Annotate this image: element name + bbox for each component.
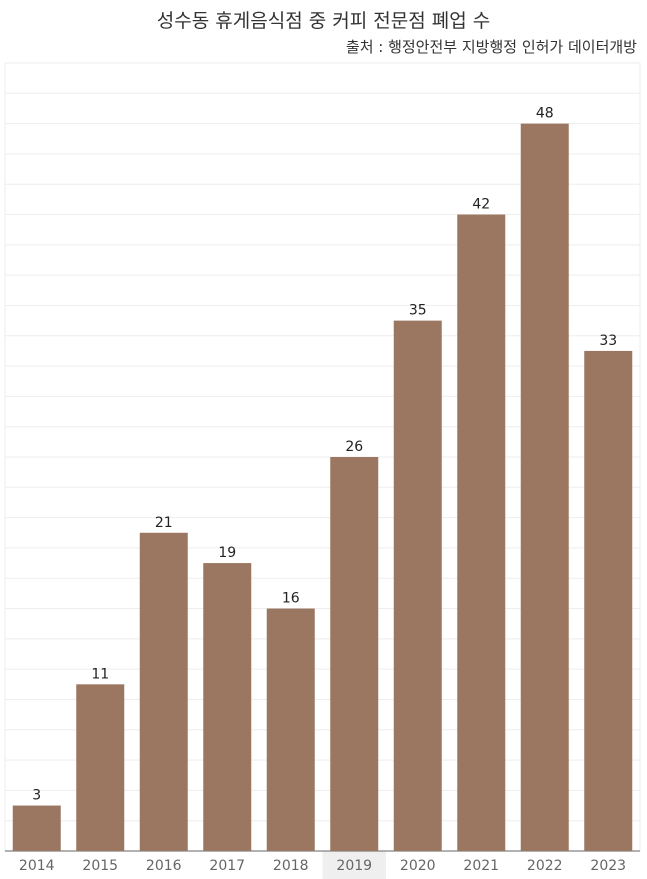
bar-2022 bbox=[520, 123, 569, 852]
data-label-2023: 33 bbox=[599, 333, 617, 349]
bar-2016 bbox=[139, 532, 188, 851]
bar-2017 bbox=[203, 563, 252, 851]
bar-2015 bbox=[76, 684, 125, 851]
bar-2018 bbox=[266, 608, 315, 851]
data-label-2015: 11 bbox=[91, 666, 109, 682]
data-label-2019: 26 bbox=[345, 439, 363, 455]
x-tick-label-2023: 2023 bbox=[590, 858, 626, 874]
x-tick-label-2014: 2014 bbox=[19, 858, 55, 874]
x-tick-label-2015: 2015 bbox=[82, 858, 118, 874]
data-label-2014: 3 bbox=[32, 788, 41, 804]
bar-2020 bbox=[393, 320, 442, 852]
data-label-2020: 35 bbox=[409, 303, 427, 319]
chart-source: 출처 : 행정안전부 지방행정 인허가 데이터개방 bbox=[345, 38, 637, 56]
bar-2023 bbox=[584, 350, 633, 851]
data-label-2021: 42 bbox=[472, 197, 490, 213]
x-tick-label-2021: 2021 bbox=[463, 858, 499, 874]
bar-2019 bbox=[330, 457, 379, 851]
x-tick-label-2020: 2020 bbox=[400, 858, 436, 874]
bar-2014 bbox=[12, 805, 61, 851]
bar-2021 bbox=[457, 214, 506, 852]
data-label-2017: 19 bbox=[218, 545, 236, 561]
x-tick-label-2016: 2016 bbox=[146, 858, 182, 874]
x-tick-label-2017: 2017 bbox=[209, 858, 245, 874]
data-label-2022: 48 bbox=[536, 106, 554, 122]
x-tick-label-2019: 2019 bbox=[336, 858, 372, 874]
data-label-2016: 21 bbox=[155, 515, 173, 531]
chart-title: 성수동 휴게음식점 중 커피 전문점 폐업 수 bbox=[156, 10, 491, 32]
x-tick-label-2022: 2022 bbox=[527, 858, 563, 874]
data-label-2018: 16 bbox=[282, 591, 300, 607]
x-tick-label-2018: 2018 bbox=[273, 858, 309, 874]
highlight-band bbox=[322, 851, 386, 879]
